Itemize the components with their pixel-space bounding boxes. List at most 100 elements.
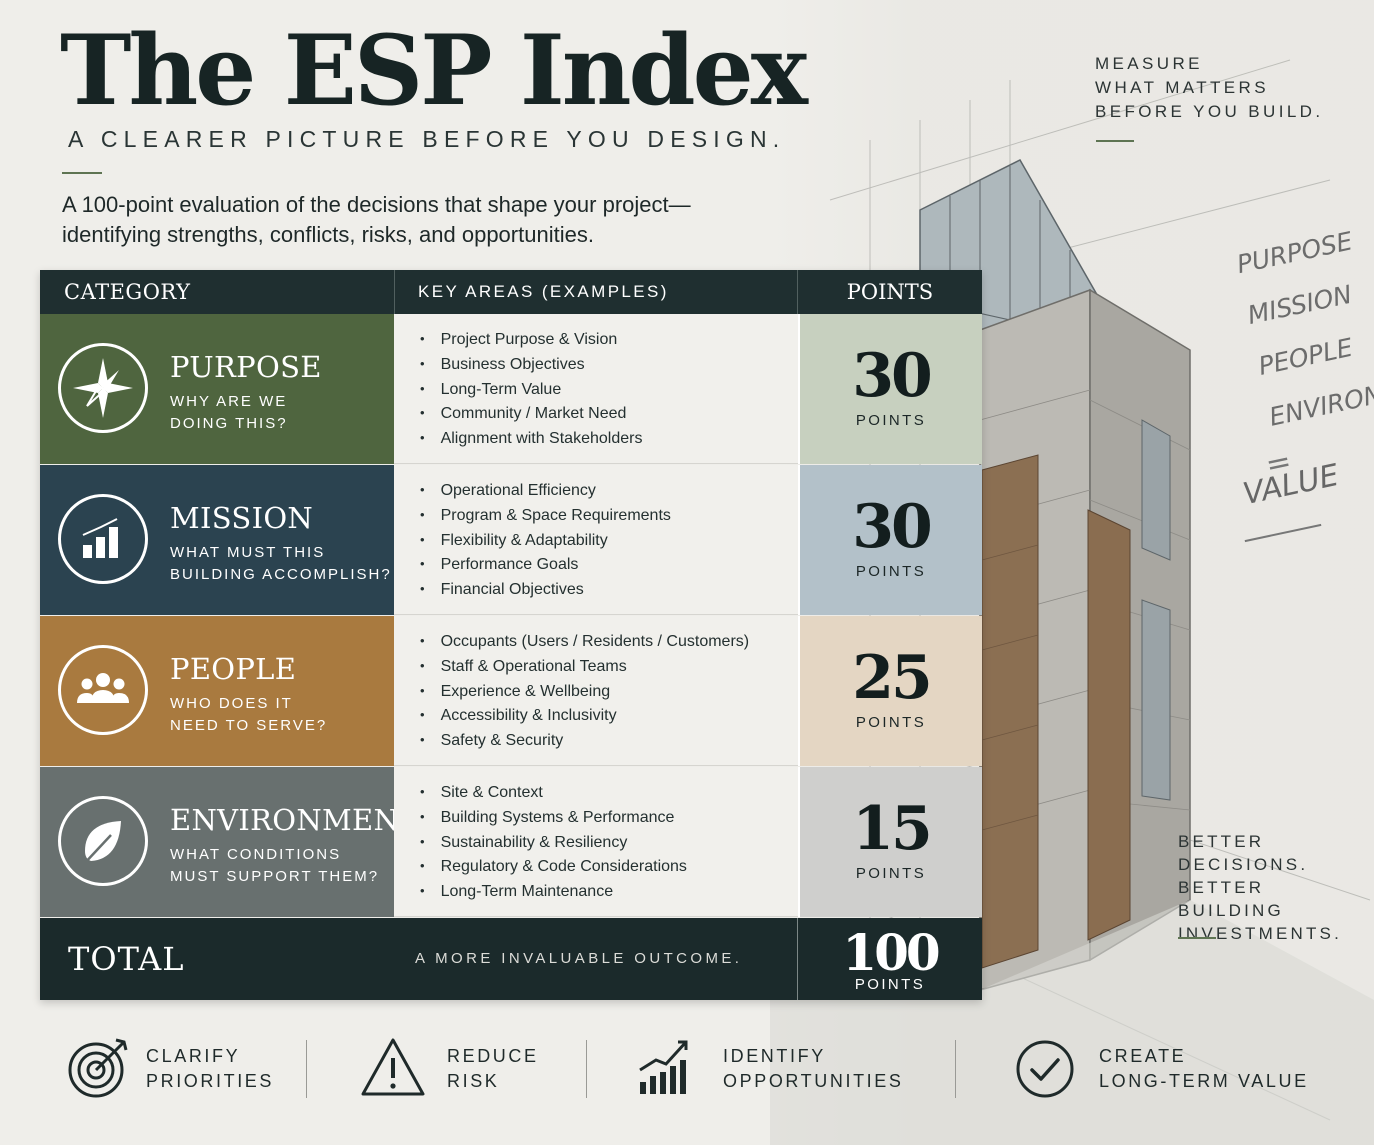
header-divider [797,270,798,314]
key-areas-list: Operational Efficiency Program & Space R… [420,479,671,603]
building-sketch-illustration [770,0,1374,1145]
points-label: POINTS [855,865,927,882]
table-header: CATEGORY KEY AREAS (EXAMPLES) POINTS [40,270,982,314]
bar-chart-icon [58,494,148,584]
benefit-label: CREATE LONG-TERM VALUE [1099,1044,1309,1094]
key-areas-list: Project Purpose & Vision Business Object… [420,328,643,452]
table-row-environment: ENVIRONMENT WHAT CONDITIONS MUST SUPPORT… [40,767,982,917]
points-cell: 30 POINTS [798,465,982,615]
benefit-line: CREATE [1099,1046,1187,1066]
points-label: POINTS [855,563,927,580]
question-line: NEED TO SERVE? [170,717,328,734]
points-cell: 25 POINTS [798,616,982,766]
benefit-line: OPPORTUNITIES [723,1071,904,1091]
benefit-divider [306,1040,307,1098]
tagline-line: BEFORE YOU BUILD. [1095,102,1324,121]
points-cell: 15 POINTS [798,767,982,917]
category-cell: MISSION WHAT MUST THIS BUILDING ACCOMPLI… [40,465,394,615]
list-item: Long-Term Value [420,378,642,403]
target-icon [68,1038,128,1098]
tagline-divider [1178,937,1216,939]
category-cell: ENVIRONMENT WHAT CONDITIONS MUST SUPPORT… [40,767,419,917]
list-item: Long-Term Maintenance [420,880,687,905]
intro-line: identifying strengths, conflicts, risks,… [62,222,594,247]
key-areas-list: Site & Context Building Systems & Perfor… [420,781,687,905]
total-row: TOTAL A MORE INVALUABLE OUTCOME. 100 POI… [40,918,982,1000]
page-title: The ESP Index [60,14,808,127]
key-areas-list: Occupants (Users / Residents / Customers… [420,630,750,754]
leaf-icon [58,796,148,886]
tagline-line: DECISIONS. [1178,855,1309,874]
growth-chart-icon [639,1040,688,1094]
benefit-divider [955,1040,956,1098]
category-cell: PURPOSE WHY ARE WE DOING THIS? [40,314,394,464]
list-item: Project Purpose & Vision [420,328,642,353]
people-icon [58,645,148,735]
tagline-line: BETTER [1178,832,1265,851]
intro-text: A 100-point evaluation of the decisions … [62,190,782,250]
compass-icon [58,343,148,433]
checkmark-circle-icon [1016,1040,1074,1098]
list-item: Occupants (Users / Residents / Customers… [420,630,750,655]
list-item: Alignment with Stakeholders [420,427,643,452]
tagline-divider [1096,140,1134,142]
total-points-value: 100 [842,923,940,982]
tagline-bottom: BETTER DECISIONS. BETTER BUILDING INVEST… [1178,830,1374,945]
points-cell: 30 POINTS [798,314,982,464]
question-line: MUST SUPPORT THEM? [170,868,380,885]
total-label: TOTAL [68,940,185,978]
list-item: Regulatory & Code Considerations [420,855,687,880]
points-label: POINTS [855,412,927,429]
points-value: 30 [852,341,933,411]
category-question: WHAT CONDITIONS MUST SUPPORT THEM? [170,844,379,888]
list-item: Experience & Wellbeing [420,680,749,705]
benefit-divider [586,1040,587,1098]
question-line: WHAT CONDITIONS [170,846,342,863]
header-points: POINTS [846,280,934,304]
tagline-line: INVESTMENTS. [1178,924,1343,943]
category-question: WHO DOES IT NEED TO SERVE? [170,693,327,737]
total-tagline: A MORE INVALUABLE OUTCOME. [415,950,743,967]
header-divider [394,270,395,314]
key-areas-cell: Site & Context Building Systems & Perfor… [394,767,798,917]
benefit-line: LONG-TERM VALUE [1099,1071,1309,1091]
tagline-top: MEASURE WHAT MATTERS BEFORE YOU BUILD. [1095,52,1323,124]
list-item: Performance Goals [420,553,671,578]
benefit-label: REDUCE RISK [447,1044,539,1094]
tagline-line: BETTER BUILDING [1178,878,1284,920]
list-item: Building Systems & Performance [420,806,687,831]
benefit-line: PRIORITIES [146,1071,275,1091]
warning-icon [361,1038,425,1096]
list-item: Accessibility & Inclusivity [420,704,749,729]
intro-line: A 100-point evaluation of the decisions … [62,192,691,217]
list-item: Operational Efficiency [420,479,671,504]
points-value: 15 [852,794,933,864]
list-item: Staff & Operational Teams [420,655,749,680]
benefit-line: IDENTIFY [723,1046,826,1066]
list-item: Sustainability & Resiliency [420,831,687,856]
category-name: ENVIRONMENT [170,803,419,837]
esp-index-table: CATEGORY KEY AREAS (EXAMPLES) POINTS PUR… [40,270,982,1000]
list-item: Business Objectives [420,353,642,378]
page-subtitle: A CLEARER PICTURE BEFORE YOU DESIGN. [68,126,786,152]
total-divider [797,918,798,1000]
question-line: WHO DOES IT [170,695,293,712]
question-line: DOING THIS? [170,415,288,432]
list-item: Program & Space Requirements [420,504,671,529]
points-value: 30 [852,492,933,562]
tagline-line: WHAT MATTERS [1095,78,1269,97]
header-key-areas: KEY AREAS (EXAMPLES) [418,282,669,301]
tagline-line: MEASURE [1095,54,1203,73]
points-label: POINTS [855,714,927,731]
category-name: PURPOSE [170,350,322,384]
table-row-purpose: PURPOSE WHY ARE WE DOING THIS? Project P… [40,314,982,464]
question-line: BUILDING ACCOMPLISH? [170,566,392,583]
total-points-label: POINTS [854,976,926,993]
header-category: CATEGORY [64,280,191,304]
category-question: WHY ARE WE DOING THIS? [170,391,288,435]
category-name: PEOPLE [170,652,297,686]
list-item: Community / Market Need [420,402,642,427]
category-question: WHAT MUST THIS BUILDING ACCOMPLISH? [170,542,392,586]
question-line: WHAT MUST THIS [170,544,326,561]
table-row-mission: MISSION WHAT MUST THIS BUILDING ACCOMPLI… [40,465,982,615]
